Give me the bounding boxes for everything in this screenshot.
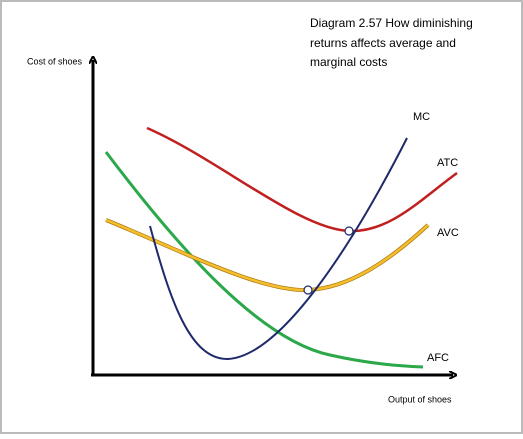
curve-label: AVC [437,227,459,239]
afc-curve [104,151,424,369]
curve-label: ATC [437,157,458,169]
avc-curve [105,218,429,292]
title-line: marginal costs [310,55,387,69]
y-axis-label: Cost of shoes [27,56,83,66]
title-line: Diagram 2.57 How diminishing [310,16,473,30]
mc-curve [149,137,408,361]
title-line: returns affects average and [310,36,456,50]
intersection-point [344,226,354,236]
atc-curve [146,126,458,233]
curve-label: MC [413,111,430,123]
intersection-point [303,285,313,295]
x-axis-label: Output of shoes [388,394,452,404]
curve-label: AFC [427,352,449,364]
